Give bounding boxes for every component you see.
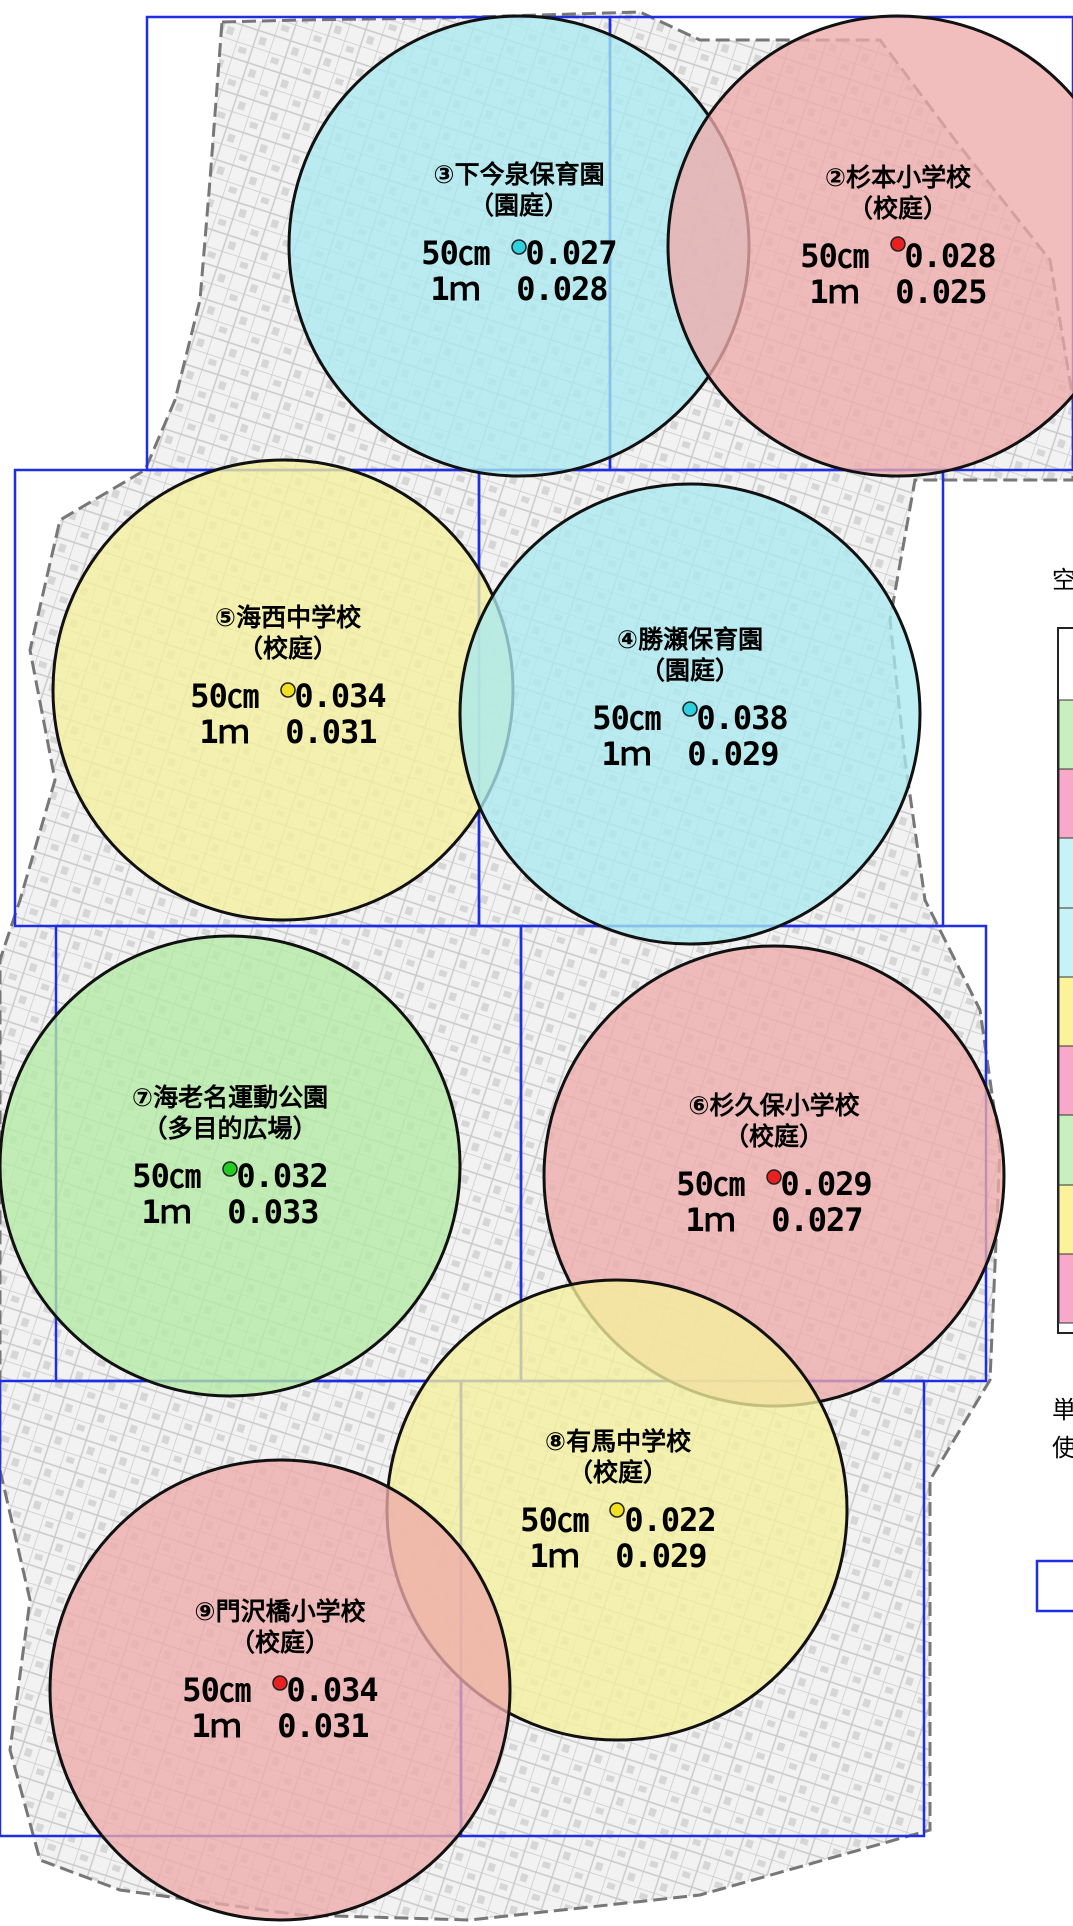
legend-swatch — [1058, 1114, 1073, 1186]
measurement-point — [222, 1161, 238, 1177]
side-button — [1035, 1559, 1073, 1613]
measurement-point — [682, 701, 698, 717]
measurement-point — [272, 1675, 288, 1691]
note-fragment: 使 — [1052, 1434, 1073, 1462]
measurement-point — [609, 1502, 625, 1518]
survey-circles — [0, 14, 1073, 1922]
measurement-points — [222, 236, 906, 1691]
legend-swatch — [1058, 837, 1073, 909]
measurement-point — [890, 236, 906, 252]
legend-swatch — [1058, 907, 1073, 978]
legend-swatch — [1058, 1045, 1073, 1116]
legend-table — [1057, 627, 1073, 1334]
legend-swatch — [1058, 699, 1073, 770]
legend-swatch — [1058, 1184, 1073, 1255]
measurement-point — [766, 1169, 782, 1185]
measurement-point — [280, 682, 296, 698]
legend-heading-fragment: 空 — [1052, 566, 1073, 594]
legend-swatch — [1058, 1253, 1073, 1324]
note-fragment: 単 — [1052, 1396, 1073, 1424]
legend-swatch — [1058, 976, 1073, 1047]
survey-circle — [666, 14, 1073, 478]
legend-swatch — [1058, 768, 1073, 839]
measurement-point — [511, 239, 527, 255]
